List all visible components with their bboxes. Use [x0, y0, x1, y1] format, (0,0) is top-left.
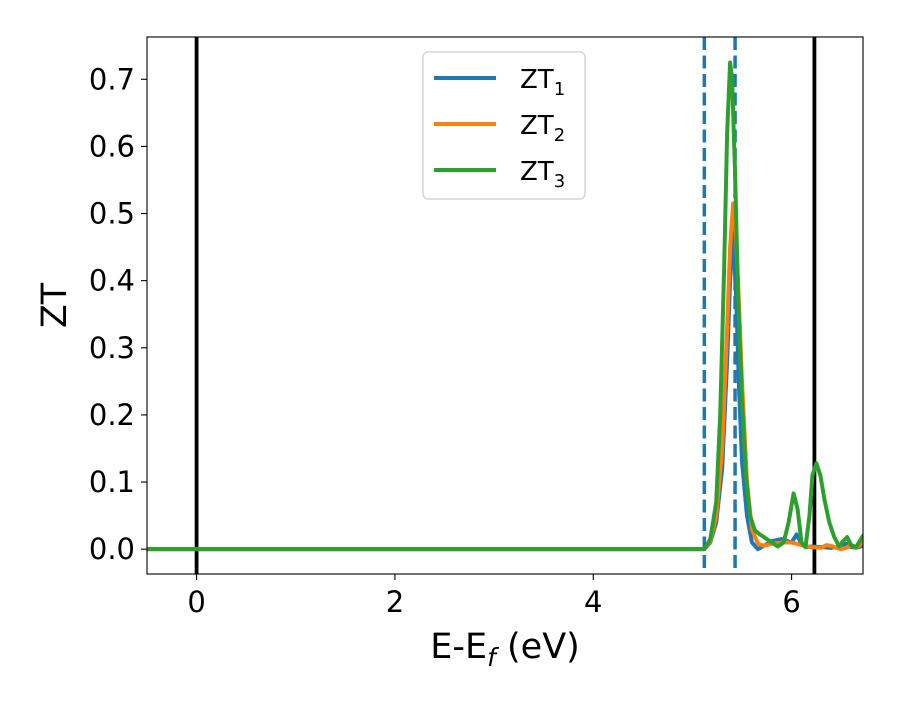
- y-tick-label: 0.6: [89, 129, 135, 163]
- series-line-zt2: [147, 201, 863, 552]
- legend-label-main: ZT: [520, 157, 554, 187]
- legend-label-subscript: 3: [554, 171, 565, 192]
- series-line-zt3: [147, 60, 863, 552]
- plot-area: [147, 37, 863, 574]
- legend-label-zt3: ZT3: [520, 157, 565, 192]
- y-tick-label: 0.7: [89, 62, 135, 96]
- y-tick-label: 0.5: [89, 197, 135, 231]
- legend-box: [422, 51, 586, 200]
- y-tick-label: 0.4: [89, 264, 135, 298]
- x-tick-label: 6: [782, 585, 800, 619]
- x-axis-title: E-Ef (eV): [430, 627, 580, 672]
- y-tick-label: 0.2: [89, 398, 135, 432]
- legend-label-zt1: ZT1: [520, 65, 565, 100]
- legend-label-main: ZT: [520, 65, 554, 95]
- legend-label-main: ZT: [520, 111, 554, 141]
- y-tick-label: 0.0: [89, 532, 135, 566]
- y-axis-title: ZT: [35, 282, 75, 328]
- legend-label-subscript: 2: [554, 125, 565, 146]
- x-axis-title-unit: (eV): [496, 627, 580, 667]
- x-tick-label: 4: [584, 585, 602, 619]
- y-tick-label: 0.3: [89, 331, 135, 365]
- series-line-zt1: [147, 231, 863, 552]
- plot-frame: [146, 36, 864, 575]
- legend-label-zt2: ZT2: [520, 111, 565, 146]
- legend-label-subscript: 1: [554, 79, 565, 100]
- x-axis-title-main: E-E: [430, 627, 487, 667]
- y-tick-label: 0.1: [89, 465, 135, 499]
- x-tick-label: 2: [386, 585, 404, 619]
- x-tick-label: 0: [187, 585, 205, 619]
- axes: 0 2 4 6 0.0 0.1 0.2 0.3 0.4 0.5 0.6 0.7 E-Ef (eV) ZT: [35, 36, 864, 672]
